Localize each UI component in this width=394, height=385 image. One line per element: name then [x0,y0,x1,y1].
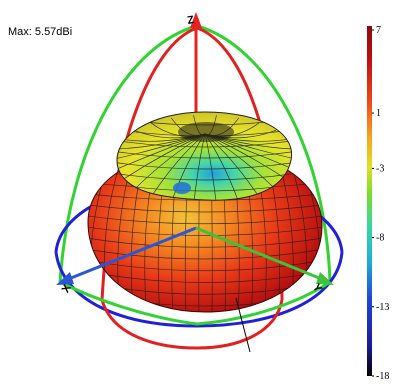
z-axis-letter: Z [186,14,195,27]
x-axis-line [65,226,197,282]
red-ring-front [100,299,284,350]
upper-mesh-lat-5 [116,172,292,181]
upper-lobe-dimple [178,122,234,142]
lower-mesh-lat-4 [88,203,322,213]
x-axis-arrowhead [56,272,74,285]
y-axis-line [195,226,325,282]
colorbar-tick-label-4: -13 [376,302,389,313]
colorbar-tick-label-1: 1 [376,108,381,119]
lower-mesh-lat-5 [88,214,322,225]
colorbar-tick-label-5: -18 [376,371,389,382]
upper-mesh-lat-4 [116,161,292,170]
upper-mesh-lat-3 [116,150,292,159]
y-axis-arrowhead [316,272,334,285]
lower-mesh-lat-7 [88,236,322,248]
leader-line [235,297,251,353]
lobe-null-point [173,182,191,194]
z-axis-arrowhead [190,12,202,28]
colorbar-tick-label-2: -3 [376,163,384,174]
colorbar-tick-label-0: 7 [376,25,381,36]
max-gain-label: Max: 5.57dBi [8,26,73,38]
lower-mesh-lat-10 [88,269,322,283]
colorbar-strip [367,26,372,376]
lower-mesh-lat-9 [88,258,322,272]
green-ring-front [59,280,331,326]
y-axis: Y [195,226,334,295]
x-axis: X [56,226,197,295]
colorbar-tick-label-3: -8 [376,233,384,244]
colorbar: 7 1 -3 -8 -13 -18 [367,25,389,382]
front-rings [54,251,344,350]
lower-mesh-lat-8 [88,247,322,260]
lower-mesh-lat-6 [88,225,322,236]
upper-mesh-lat-2 [116,139,292,148]
colorbar-ticks: 7 1 -3 -8 -13 -18 [372,25,389,382]
